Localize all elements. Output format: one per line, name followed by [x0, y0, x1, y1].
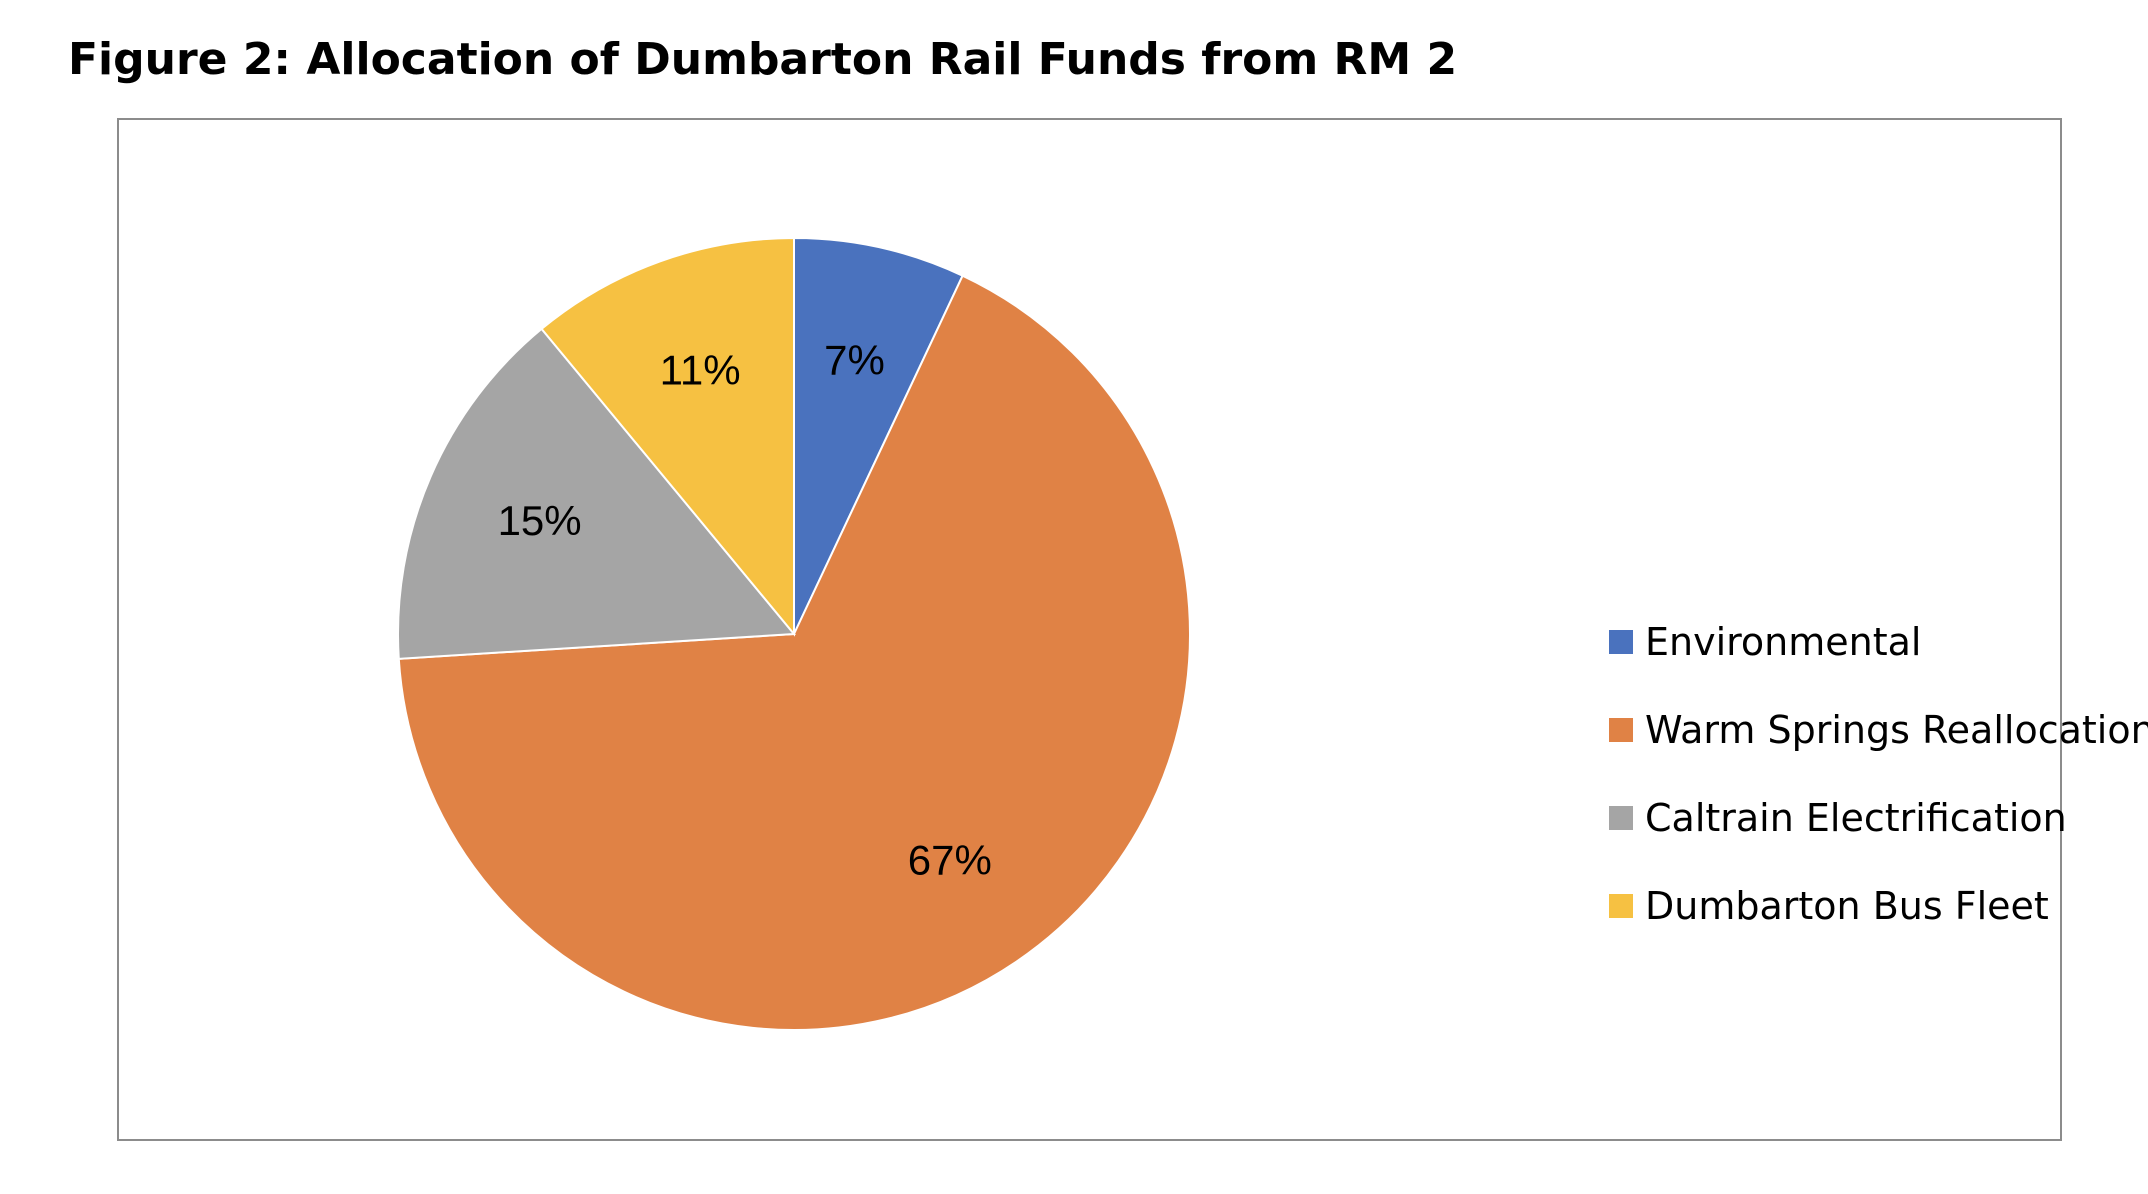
legend-item-caltrain: Caltrain Electrification — [1609, 774, 2148, 862]
legend-swatch-environmental — [1609, 630, 1633, 654]
data-label-environmental: 7% — [824, 337, 885, 384]
data-label-bus-fleet: 11% — [660, 346, 741, 393]
pie-slice-bus-fleet — [540, 236, 795, 637]
legend-label-environmental: Environmental — [1645, 620, 1922, 664]
data-label-caltrain: 15% — [498, 497, 582, 544]
legend-label-caltrain: Caltrain Electrification — [1645, 796, 2067, 840]
legend-item-environmental: Environmental — [1609, 598, 2148, 686]
pie-slice-caltrain — [397, 327, 797, 660]
legend-swatch-bus-fleet — [1609, 894, 1633, 918]
pie-slice-warm-springs — [397, 274, 1191, 1031]
legend-label-warm-springs: Warm Springs Reallocation — [1645, 708, 2148, 752]
legend: Environmental Warm Springs Reallocation … — [1609, 598, 2148, 950]
legend-item-bus-fleet: Dumbarton Bus Fleet — [1609, 862, 2148, 950]
legend-label-bus-fleet: Dumbarton Bus Fleet — [1645, 884, 2049, 928]
legend-swatch-warm-springs — [1609, 718, 1633, 742]
pie-slice-environmental — [793, 236, 964, 635]
figure-title: Figure 2: Allocation of Dumbarton Rail F… — [68, 34, 1458, 85]
pie-chart: 7% 67% 15% 11% — [397, 236, 1191, 1031]
data-label-warm-springs: 67% — [908, 836, 992, 883]
chart-frame: 7% 67% 15% 11% Environmental Warm Springs R… — [117, 118, 2148, 1141]
legend-swatch-caltrain — [1609, 806, 1633, 830]
legend-item-warm-springs: Warm Springs Reallocation — [1609, 686, 2148, 774]
